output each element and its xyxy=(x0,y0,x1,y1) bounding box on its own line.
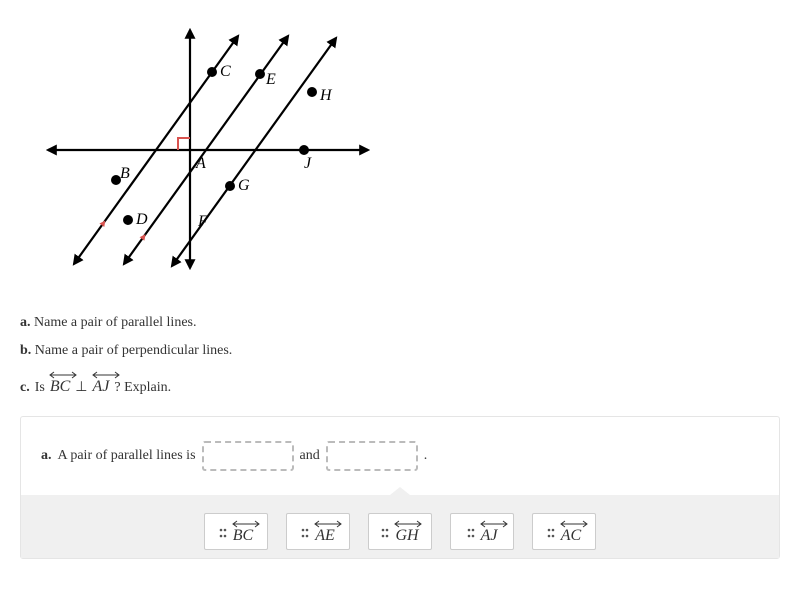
svg-text:E: E xyxy=(265,71,276,88)
question-c: c. Is BC ⊥ AJ ? Explain. xyxy=(20,371,780,396)
svg-text:H: H xyxy=(319,87,333,104)
svg-text:F: F xyxy=(197,213,208,230)
answer-a-text: A pair of parallel lines is xyxy=(58,448,196,464)
perpendicular-symbol: ⊥ xyxy=(75,379,87,396)
choice-label: GH xyxy=(395,520,418,545)
answer-row-a: a. A pair of parallel lines is and . xyxy=(21,417,779,495)
svg-text:C: C xyxy=(220,63,231,80)
drop-slot-1[interactable] xyxy=(202,441,294,471)
svg-text:B: B xyxy=(120,165,130,182)
answer-panel: a. A pair of parallel lines is and . BC A… xyxy=(20,416,780,559)
choice-BC[interactable]: BC xyxy=(204,513,268,550)
grip-icon xyxy=(467,528,475,538)
answer-joiner: and xyxy=(300,448,320,464)
answer-trailing: . xyxy=(424,448,428,464)
choice-label: AC xyxy=(561,520,581,545)
choice-AC[interactable]: AC xyxy=(532,513,596,550)
question-b-text: Name a pair of perpendicular lines. xyxy=(35,343,232,358)
choice-GH[interactable]: GH xyxy=(368,513,432,550)
drop-slot-2[interactable] xyxy=(326,441,418,471)
grip-icon xyxy=(301,528,309,538)
choice-bar: BC AE GH AJ AC xyxy=(21,495,779,558)
choice-AJ[interactable]: AJ xyxy=(450,513,514,550)
choice-label: AE xyxy=(315,520,335,545)
question-a-lead: a. xyxy=(20,315,31,330)
grip-icon xyxy=(219,528,227,538)
question-c-prefix: Is xyxy=(35,380,45,396)
grip-icon xyxy=(381,528,389,538)
question-c-lead: c. xyxy=(20,380,30,396)
svg-text:J: J xyxy=(304,155,312,172)
line-AJ: AJ xyxy=(93,371,110,396)
answer-a-lead: a. xyxy=(41,448,52,464)
question-a: a. Name a pair of parallel lines. xyxy=(20,315,780,331)
question-b-lead: b. xyxy=(20,343,31,358)
question-c-suffix: ? Explain. xyxy=(114,380,171,396)
question-list: a. Name a pair of parallel lines. b. Nam… xyxy=(20,315,780,396)
svg-text:A: A xyxy=(195,155,206,172)
question-b: b. Name a pair of perpendicular lines. xyxy=(20,343,780,359)
choice-label: AJ xyxy=(481,520,498,545)
svg-text:D: D xyxy=(135,211,148,228)
line-BC: BC xyxy=(50,371,70,396)
choice-AE[interactable]: AE xyxy=(286,513,350,550)
geometry-diagram: C E H A J B G D F xyxy=(20,10,780,295)
question-a-text: Name a pair of parallel lines. xyxy=(34,315,196,330)
choice-label: BC xyxy=(233,520,253,545)
svg-text:G: G xyxy=(238,177,250,194)
grip-icon xyxy=(547,528,555,538)
